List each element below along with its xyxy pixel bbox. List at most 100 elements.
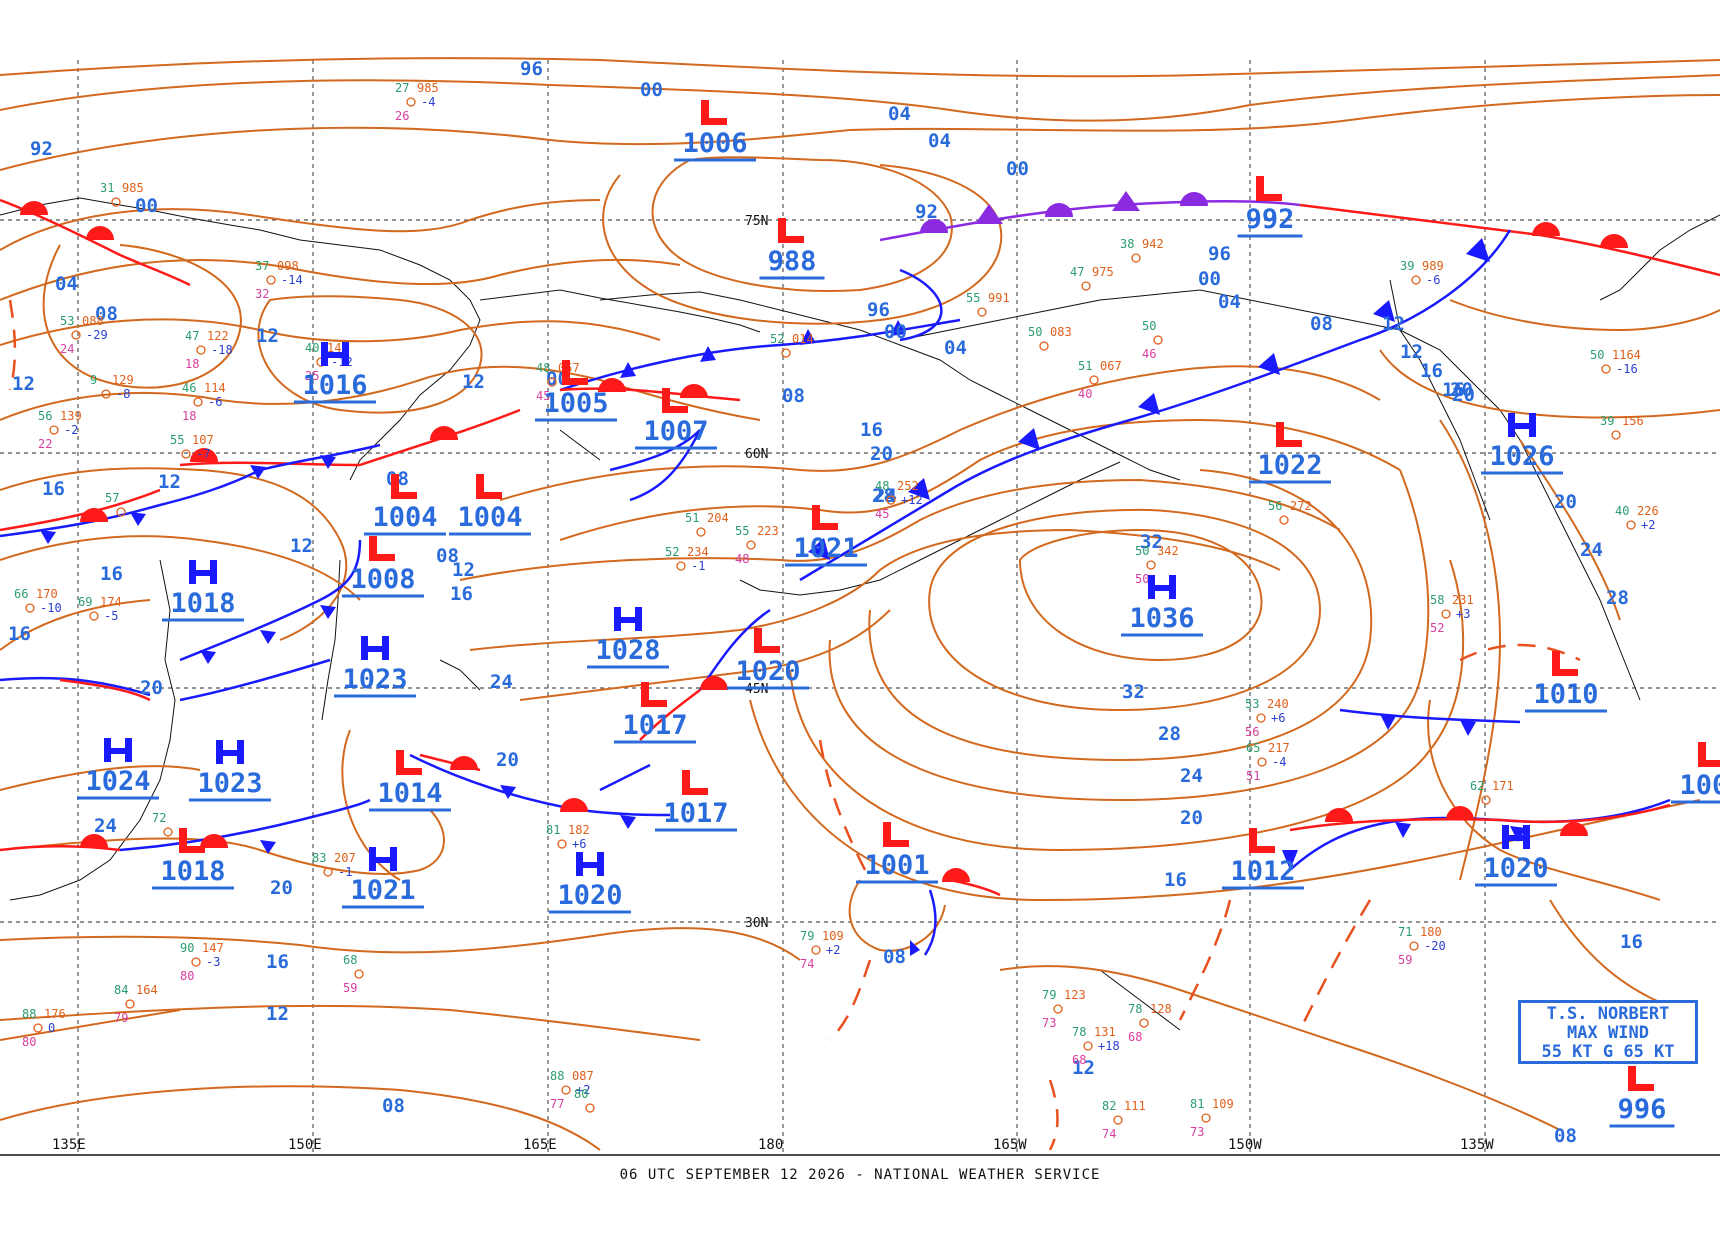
- station-pressure: 204: [707, 511, 729, 525]
- station-dewpoint: 79: [114, 1011, 128, 1025]
- station-circle-icon: [1441, 609, 1451, 619]
- isobar-label: 20: [1452, 384, 1475, 406]
- isobar-label: 28: [1606, 587, 1629, 609]
- isobar-label: 20: [1180, 807, 1203, 829]
- pressure-value: 996: [1618, 1094, 1667, 1125]
- high-pressure-center: 1020: [549, 852, 631, 914]
- pressure-value: 1018: [160, 856, 225, 887]
- station-circle-icon: [406, 97, 416, 107]
- station-plot: 56 139-2 22: [38, 409, 82, 451]
- station-plot: 51 067 40: [1078, 359, 1122, 401]
- station-plot: 83 207-1: [312, 851, 356, 879]
- station-pressure: 170: [36, 587, 58, 601]
- station-circle-icon: [1409, 941, 1419, 951]
- station-plot: 72: [152, 811, 173, 837]
- station-plot: 78 131+18 68: [1072, 1025, 1120, 1067]
- station-tendency: +2: [576, 1083, 590, 1097]
- low-pressure-center: 1004: [449, 474, 531, 536]
- station-tendency: -10: [40, 601, 62, 615]
- station-tendency: -5: [104, 609, 118, 623]
- station-plot: 48 252+12 45: [875, 479, 923, 521]
- station-circle-icon: [193, 397, 203, 407]
- isobar-label: 12: [1072, 1057, 1095, 1079]
- station-temperature: 51: [685, 511, 699, 525]
- station-temperature: 55: [966, 291, 980, 305]
- isobar-label: 04: [928, 130, 951, 152]
- station-pressure: 129: [112, 373, 134, 387]
- pressure-value: 1020: [735, 656, 800, 687]
- station-plot: 47 975: [1070, 265, 1114, 291]
- station-temperature: 39: [1400, 259, 1414, 273]
- station-temperature: 62: [1470, 779, 1484, 793]
- isobar-label: 12: [1400, 341, 1423, 363]
- station-temperature: 88: [550, 1069, 564, 1083]
- station-dewpoint: 51: [1246, 769, 1260, 783]
- pressure-value: 1020: [557, 880, 622, 911]
- station-pressure: 217: [1268, 741, 1290, 755]
- isobar-label: 24: [94, 815, 117, 837]
- high-pressure-center: 1018: [162, 560, 244, 622]
- station-plot: 69 174-5: [78, 595, 122, 623]
- station-plot: 84 164 79: [114, 983, 158, 1025]
- high-pressure-center: 1036: [1121, 575, 1203, 637]
- pressure-value: 1036: [1129, 603, 1194, 634]
- station-pressure: 207: [334, 851, 356, 865]
- high-marker-icon: [369, 847, 397, 871]
- station-dewpoint: 52: [1430, 621, 1444, 635]
- isobar-label: 20: [1450, 379, 1473, 401]
- station-circle-icon: [1089, 375, 1099, 385]
- isobar-label: 12: [290, 535, 313, 557]
- pressure-value: 1010: [1533, 679, 1598, 710]
- station-plot: 50 342 50: [1135, 544, 1179, 586]
- station-circle-icon: [196, 345, 206, 355]
- station-circle-icon: [585, 1103, 595, 1113]
- pressure-value: 1007: [643, 416, 708, 447]
- station-tendency: -20: [1424, 939, 1446, 953]
- station-tendency: -1: [691, 559, 705, 573]
- station-temperature: 47: [1070, 265, 1084, 279]
- station-pressure: 176: [44, 1007, 66, 1021]
- isobar-label: 08: [782, 385, 805, 407]
- isobar-label: 12: [266, 1003, 289, 1025]
- station-temperature: 50: [1142, 319, 1156, 333]
- storm-max-wind-label: MAX WIND: [1567, 1023, 1649, 1043]
- pressure-value: 1026: [1489, 441, 1554, 472]
- station-temperature: 31: [100, 181, 114, 195]
- station-temperature: 81: [1190, 1097, 1204, 1111]
- station-plot: 78 128 68: [1128, 1002, 1172, 1044]
- station-tendency: +6: [572, 837, 586, 851]
- high-pressure-center: 1023: [189, 740, 271, 802]
- station-circle-icon: [1113, 1115, 1123, 1125]
- isobar-label: 16: [266, 951, 289, 973]
- station-tendency: +3: [1456, 607, 1470, 621]
- high-marker-icon: [1508, 413, 1536, 437]
- station-pressure: 164: [136, 983, 158, 997]
- station-pressure: 174: [100, 595, 122, 609]
- lon-label: 180: [758, 1137, 783, 1153]
- station-dewpoint: 26: [395, 109, 409, 123]
- station-plot: 50 1164-16: [1590, 348, 1641, 376]
- station-pressure: 180: [1420, 925, 1442, 939]
- station-circle-icon: [1611, 430, 1621, 440]
- isobar-label: 08: [1310, 313, 1333, 335]
- station-temperature: 52: [665, 545, 679, 559]
- station-dewpoint: 25: [305, 369, 319, 383]
- station-tendency: -14: [281, 273, 303, 287]
- isobar-label: 20: [270, 877, 293, 899]
- isobar-label: 00: [135, 195, 158, 217]
- station-circle-icon: [746, 540, 756, 550]
- low-marker-icon: [1256, 176, 1282, 201]
- isobar-label: 92: [915, 201, 938, 223]
- station-pressure: 109: [1212, 1097, 1234, 1111]
- high-pressure-center: 1016: [294, 342, 376, 404]
- station-tendency: +18: [1098, 1039, 1120, 1053]
- station-pressure: 111: [1124, 1099, 1146, 1113]
- station-temperature: 78: [1072, 1025, 1086, 1039]
- station-temperature: 53: [60, 314, 74, 328]
- isobar-label: 20: [140, 677, 163, 699]
- pressure-value: 1018: [170, 588, 235, 619]
- coastlines: [0, 197, 1720, 1031]
- station-temperature: 58: [1430, 593, 1444, 607]
- low-marker-icon: [396, 750, 422, 775]
